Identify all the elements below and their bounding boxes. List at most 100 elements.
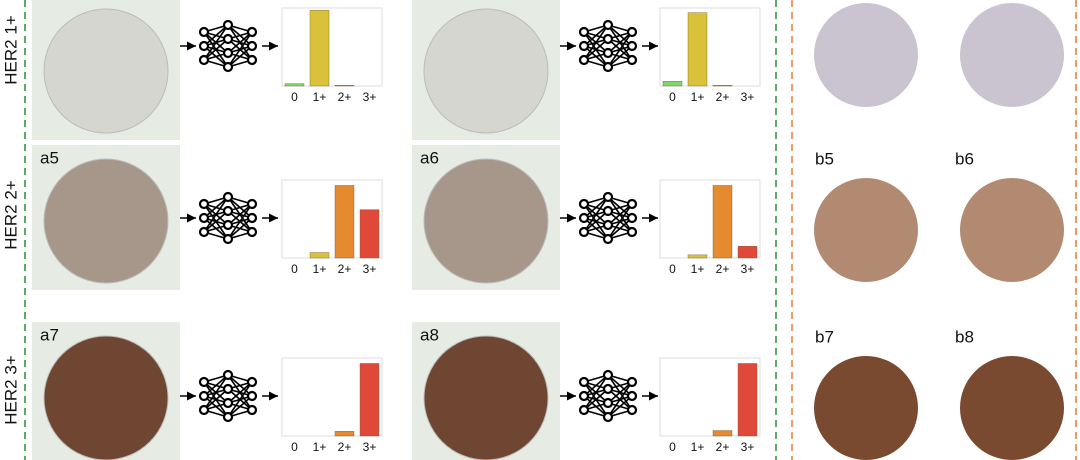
- network-edge: [607, 381, 633, 404]
- network-node: [578, 390, 590, 402]
- network-node: [222, 191, 234, 203]
- network-node: [222, 19, 234, 31]
- network-node: [222, 219, 234, 231]
- network-node: [198, 40, 210, 52]
- panel-label: a6: [420, 148, 439, 167]
- bar: [359, 363, 380, 437]
- network-node: [602, 205, 614, 217]
- network-edge: [227, 31, 253, 54]
- network-node: [578, 26, 590, 38]
- network-node: [578, 376, 590, 388]
- panel-label: a8: [420, 325, 439, 344]
- network-node: [602, 19, 614, 31]
- network-edge: [203, 196, 229, 233]
- network-node: [198, 226, 210, 238]
- x-tick-label: 3+: [741, 262, 755, 276]
- tissue-core: [43, 335, 169, 460]
- bar: [687, 12, 708, 87]
- network-node: [198, 54, 210, 66]
- network-edge: [203, 24, 229, 61]
- x-tick-label: 3+: [363, 90, 377, 104]
- network-node: [578, 212, 590, 224]
- x-tick-label: 3+: [363, 440, 377, 454]
- network-node: [246, 404, 258, 416]
- bar: [334, 85, 355, 87]
- chart-frame: [281, 7, 383, 87]
- network-edge: [227, 381, 253, 404]
- network-node: [602, 383, 614, 395]
- network-node: [246, 54, 258, 66]
- x-tick-label: 0: [669, 262, 676, 276]
- x-tick-label: 3+: [741, 440, 755, 454]
- network-edge: [203, 374, 229, 411]
- bar: [334, 185, 355, 259]
- panel-label: a5: [40, 148, 59, 167]
- x-tick-label: 1+: [313, 90, 327, 104]
- tissue-core: [960, 356, 1064, 460]
- tissue-core: [423, 158, 549, 284]
- network-node: [222, 61, 234, 73]
- network-node: [198, 198, 210, 210]
- network-edge: [607, 31, 633, 54]
- network-edge: [583, 24, 609, 47]
- network-node: [246, 40, 258, 52]
- network-edge: [583, 388, 609, 411]
- panel-label: b8: [955, 327, 974, 346]
- x-tick-label: 2+: [716, 90, 730, 104]
- tissue-core: [960, 3, 1064, 107]
- bar: [687, 254, 708, 259]
- network-edge: [203, 388, 229, 411]
- bar: [284, 83, 305, 87]
- network-edge: [203, 38, 229, 61]
- network-node: [602, 233, 614, 245]
- bar: [334, 431, 355, 437]
- network-node: [626, 198, 638, 210]
- x-tick-label: 3+: [363, 262, 377, 276]
- network-node: [198, 212, 210, 224]
- tissue-core: [960, 178, 1064, 282]
- bar: [309, 252, 330, 259]
- panel-label: b6: [955, 149, 974, 168]
- x-tick-label: 3+: [741, 90, 755, 104]
- x-tick-label: 1+: [691, 262, 705, 276]
- panel-label: b5: [815, 149, 834, 168]
- network-edge: [583, 196, 609, 219]
- network-node: [578, 40, 590, 52]
- bar: [712, 185, 733, 259]
- network-node: [626, 390, 638, 402]
- bar: [712, 85, 733, 87]
- x-tick-label: 2+: [338, 440, 352, 454]
- network-node: [626, 26, 638, 38]
- row-label: HER2 3+: [1, 355, 20, 425]
- network-node: [602, 191, 614, 203]
- network-edge: [583, 210, 609, 233]
- bar: [662, 81, 683, 87]
- network-edge: [607, 203, 633, 226]
- x-tick-label: 1+: [313, 262, 327, 276]
- network-edge: [203, 196, 229, 219]
- x-tick-label: 0: [669, 90, 676, 104]
- tissue-core: [43, 8, 169, 134]
- x-tick-label: 0: [291, 440, 298, 454]
- network-node: [246, 390, 258, 402]
- x-tick-label: 1+: [691, 440, 705, 454]
- x-tick-label: 1+: [313, 440, 327, 454]
- network-node: [578, 54, 590, 66]
- network-edge: [227, 395, 253, 418]
- network-node: [626, 404, 638, 416]
- network-node: [626, 376, 638, 388]
- chart-frame: [659, 179, 761, 259]
- network-edge: [227, 217, 253, 240]
- bar: [737, 363, 758, 437]
- network-edge: [227, 381, 253, 418]
- network-node: [626, 226, 638, 238]
- tissue-core: [423, 335, 549, 460]
- network-node: [198, 390, 210, 402]
- network-edge: [203, 374, 229, 397]
- network-node: [198, 376, 210, 388]
- network-node: [578, 226, 590, 238]
- network-node: [222, 33, 234, 45]
- network-node: [578, 404, 590, 416]
- x-tick-label: 2+: [716, 262, 730, 276]
- row-label: HER2 1+: [1, 15, 20, 85]
